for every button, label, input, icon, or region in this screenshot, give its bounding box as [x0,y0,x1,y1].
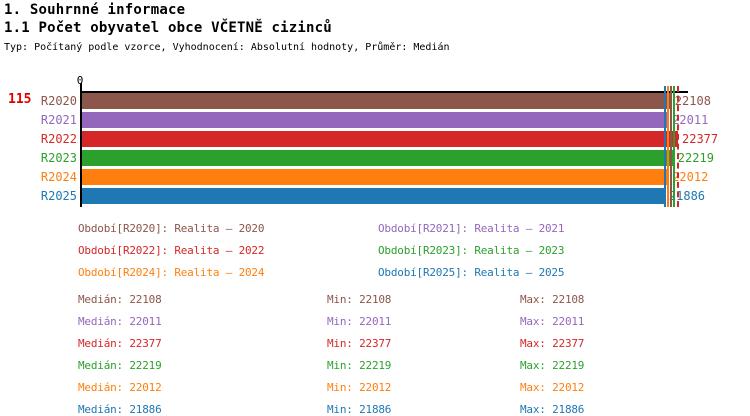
bar-row-label: R2020 [40,94,77,108]
bar-value-label: 22011 [672,113,709,127]
legend-item: Období[R2021]: Realita – 2021 [378,222,565,235]
stat-max: Max: 22377 [520,337,585,350]
bar-row-label: R2024 [40,170,77,184]
bar [82,131,678,147]
bar [82,112,669,128]
stat-max: Max: 22011 [520,315,585,328]
stat-min: Min: 22219 [327,359,392,372]
bar-row-label: R2025 [40,189,77,203]
indicator-title: 1.1 Počet obyvatel obce VČETNĚ cizinců [4,20,332,36]
stat-max: Max: 22108 [520,293,585,306]
bar-row-label: R2023 [40,151,77,165]
bar-value-label: 22219 [677,151,714,165]
indicator-row-number: 115 [8,92,32,107]
bar-row-label: R2022 [40,132,77,146]
y-axis-line [80,83,82,207]
section-title: 1. Souhrnné informace [4,2,186,18]
value-marker-line [672,86,675,207]
bar-value-label: 22377 [682,132,719,146]
stat-max: Max: 22012 [520,381,585,394]
stat-median: Medián: 22377 [78,337,162,350]
stat-min: Min: 21886 [327,403,392,416]
stat-max: Max: 22219 [520,359,585,372]
value-marker-line [667,86,670,207]
bar [82,150,674,166]
bar [82,188,665,204]
bar-row-label: R2021 [40,113,77,127]
bar [82,93,671,109]
legend-item: Období[R2020]: Realita – 2020 [78,222,265,235]
legend-item: Období[R2024]: Realita – 2024 [78,266,265,279]
bar-value-label: 22012 [672,170,709,184]
legend-item: Období[R2023]: Realita – 2023 [378,244,565,257]
stat-median: Medián: 21886 [78,403,162,416]
bar [82,169,669,185]
stat-median: Medián: 22219 [78,359,162,372]
indicator-meta: Typ: Počítaný podle vzorce, Vyhodnocení:… [4,42,450,53]
value-marker-line [677,86,679,207]
stat-median: Medián: 22011 [78,315,162,328]
bar-value-label: 22108 [674,94,711,108]
stat-median: Medián: 22108 [78,293,162,306]
stat-min: Min: 22377 [327,337,392,350]
value-marker-line [669,86,672,207]
stat-min: Min: 22108 [327,293,392,306]
legend-item: Období[R2022]: Realita – 2022 [78,244,265,257]
stat-max: Max: 21886 [520,403,585,416]
stat-min: Min: 22012 [327,381,392,394]
stat-min: Min: 22011 [327,315,392,328]
legend-item: Období[R2025]: Realita – 2025 [378,266,565,279]
axis-zero-tick-label: 0 [76,74,84,87]
x-axis-line [80,91,688,93]
stat-median: Medián: 22012 [78,381,162,394]
value-marker-line [663,86,666,207]
